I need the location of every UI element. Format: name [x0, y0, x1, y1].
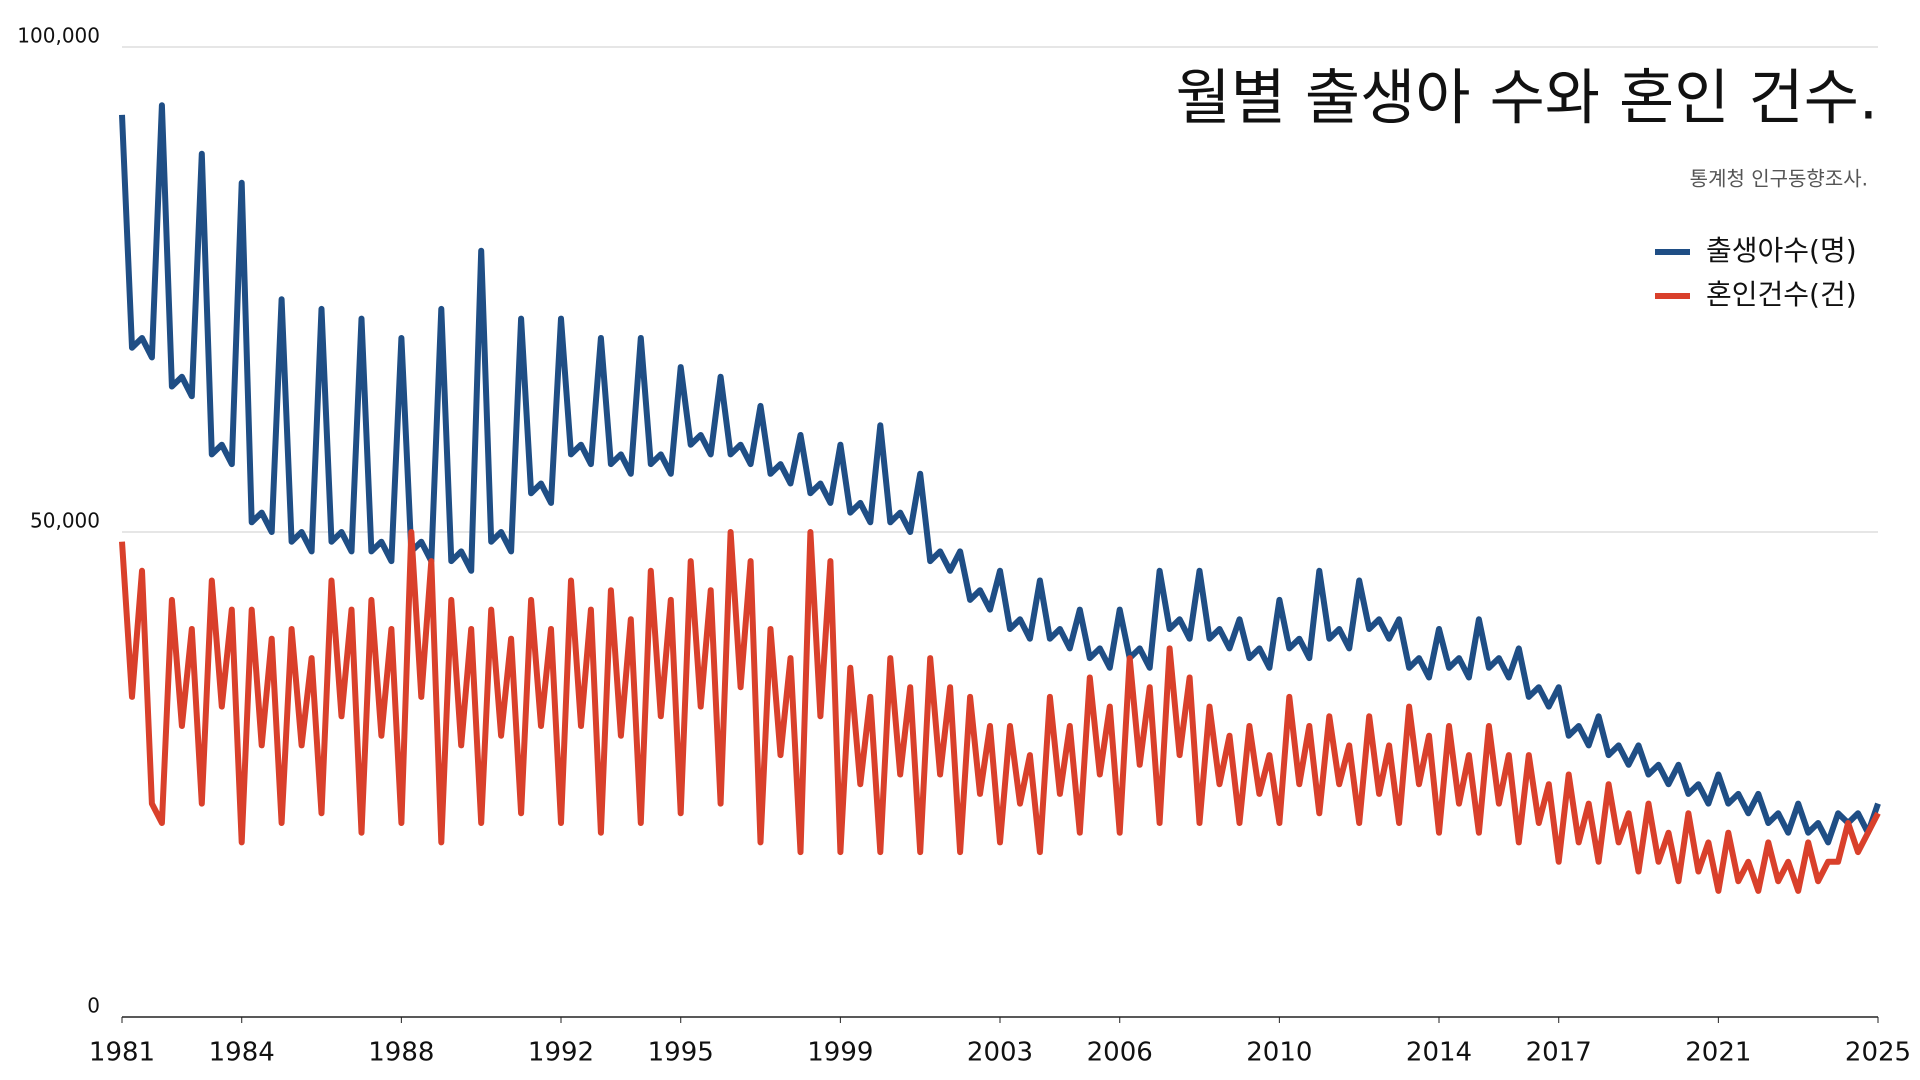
- x-tick-label: 2006: [1087, 1038, 1153, 1068]
- x-tick-label: 2017: [1526, 1038, 1592, 1068]
- y-tick-label: 0: [87, 994, 100, 1018]
- legend-label: 출생아수(명): [1706, 234, 1857, 267]
- y-tick-label: 100,000: [17, 24, 100, 48]
- x-tick-label: 1995: [648, 1038, 714, 1068]
- legend-label: 혼인건수(건): [1706, 278, 1857, 311]
- y-tick-label: 50,000: [30, 509, 100, 533]
- series-line: [119, 529, 1881, 894]
- x-tick-label: 1988: [368, 1038, 434, 1068]
- x-tick-label: 2025: [1845, 1038, 1911, 1068]
- x-tick-label: 1999: [807, 1038, 873, 1068]
- x-tick-label: 1981: [89, 1038, 155, 1068]
- x-tick-label: 2021: [1685, 1038, 1751, 1068]
- x-tick-label: 1984: [209, 1038, 275, 1068]
- series-line: [119, 102, 1881, 846]
- x-tick-label: 2003: [967, 1038, 1033, 1068]
- chart-title: 월별 출생아 수와 혼인 건수.: [1175, 64, 1878, 134]
- chart-subtitle: 통계청 인구동향조사.: [1690, 167, 1868, 191]
- x-tick-label: 1992: [528, 1038, 594, 1068]
- x-tick-label: 2010: [1246, 1038, 1312, 1068]
- x-tick-label: 2014: [1406, 1038, 1472, 1068]
